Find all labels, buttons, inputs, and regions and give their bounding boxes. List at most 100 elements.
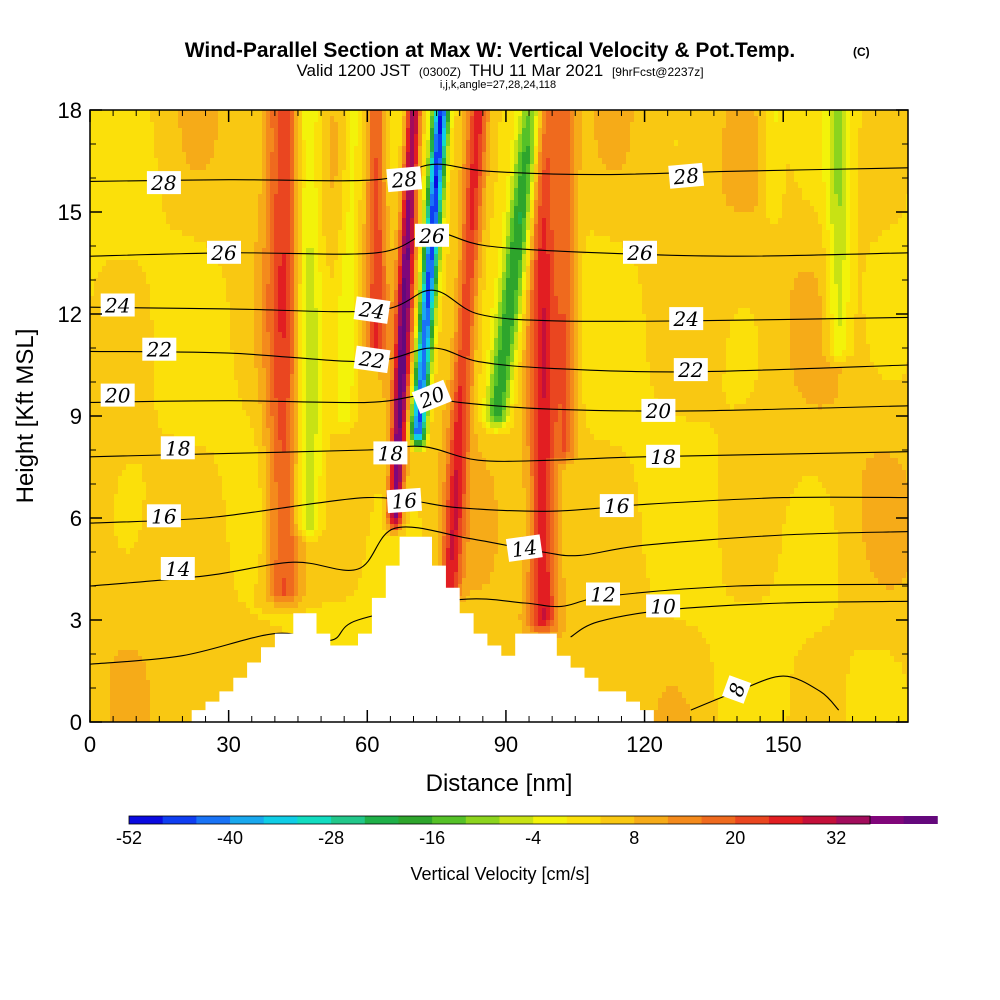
velocity-cell xyxy=(170,212,175,219)
velocity-cell xyxy=(198,188,203,195)
velocity-cell xyxy=(650,236,655,243)
velocity-cell xyxy=(374,122,379,129)
velocity-cell xyxy=(746,140,751,147)
velocity-cell xyxy=(874,242,879,249)
velocity-cell xyxy=(626,164,631,171)
velocity-cell xyxy=(290,170,295,177)
velocity-cell xyxy=(174,254,179,261)
velocity-cell xyxy=(498,152,503,159)
velocity-cell xyxy=(862,176,867,183)
velocity-cell xyxy=(802,158,807,165)
velocity-cell xyxy=(270,140,275,147)
velocity-cell xyxy=(138,218,143,225)
velocity-cell xyxy=(838,158,843,165)
velocity-cell xyxy=(714,230,719,237)
velocity-cell xyxy=(858,230,863,237)
velocity-cell xyxy=(274,140,279,147)
velocity-cell xyxy=(658,182,663,189)
velocity-cell xyxy=(842,170,847,177)
velocity-cell xyxy=(682,224,687,231)
velocity-cell xyxy=(578,242,583,249)
velocity-cell xyxy=(630,122,635,129)
velocity-cell xyxy=(222,164,227,171)
velocity-cell xyxy=(242,170,247,177)
velocity-cell xyxy=(850,230,855,237)
velocity-cell xyxy=(818,170,823,177)
velocity-cell xyxy=(686,152,691,159)
velocity-cell xyxy=(874,170,879,177)
velocity-cell xyxy=(830,116,835,123)
velocity-cell xyxy=(618,188,623,195)
velocity-cell xyxy=(442,176,447,183)
velocity-cell xyxy=(474,152,479,159)
velocity-cell xyxy=(702,134,707,141)
velocity-cell xyxy=(94,254,99,261)
velocity-cell xyxy=(574,158,579,165)
velocity-cell xyxy=(754,236,759,243)
velocity-cell xyxy=(622,212,627,219)
velocity-cell xyxy=(858,200,863,207)
velocity-cell xyxy=(314,122,319,129)
velocity-cell xyxy=(518,194,523,201)
velocity-cell xyxy=(498,218,503,225)
velocity-cell xyxy=(742,152,747,159)
velocity-cell xyxy=(362,122,367,129)
velocity-cell xyxy=(730,230,735,237)
velocity-cell xyxy=(770,122,775,129)
velocity-cell xyxy=(570,224,575,231)
velocity-cell xyxy=(654,116,659,123)
velocity-cell xyxy=(818,176,823,183)
velocity-cell xyxy=(854,212,859,219)
velocity-cell xyxy=(626,134,631,141)
velocity-cell xyxy=(354,116,359,123)
velocity-cell xyxy=(298,194,303,201)
velocity-cell xyxy=(406,212,411,219)
velocity-cell xyxy=(590,194,595,201)
velocity-cell xyxy=(238,122,243,129)
velocity-cell xyxy=(486,182,491,189)
velocity-cell xyxy=(282,218,287,225)
velocity-cell xyxy=(738,140,743,147)
velocity-cell xyxy=(126,212,131,219)
velocity-cell xyxy=(618,230,623,237)
velocity-cell xyxy=(446,152,451,159)
velocity-cell xyxy=(258,122,263,129)
velocity-cell xyxy=(214,200,219,207)
velocity-cell xyxy=(370,176,375,183)
velocity-cell xyxy=(354,230,359,237)
velocity-cell xyxy=(330,158,335,165)
velocity-cell xyxy=(470,236,475,243)
velocity-cell xyxy=(98,152,103,159)
velocity-cell xyxy=(590,152,595,159)
velocity-cell xyxy=(510,116,515,123)
velocity-cell xyxy=(582,194,587,201)
velocity-cell xyxy=(146,128,151,135)
velocity-cell xyxy=(826,224,831,231)
velocity-cell xyxy=(90,122,95,129)
velocity-cell xyxy=(466,176,471,183)
velocity-cell xyxy=(398,230,403,237)
velocity-cell xyxy=(794,176,799,183)
velocity-cell xyxy=(874,110,879,117)
velocity-cell xyxy=(486,116,491,123)
velocity-cell xyxy=(734,152,739,159)
velocity-cell xyxy=(782,218,787,225)
velocity-cell xyxy=(278,200,283,207)
velocity-cell xyxy=(294,194,299,201)
velocity-cell xyxy=(538,236,543,243)
velocity-cell xyxy=(274,242,279,249)
velocity-cell xyxy=(558,134,563,141)
velocity-cell xyxy=(834,164,839,171)
velocity-cell xyxy=(574,146,579,153)
velocity-cell xyxy=(266,212,271,219)
velocity-cell xyxy=(710,224,715,231)
velocity-cell xyxy=(414,218,419,225)
velocity-cell xyxy=(194,218,199,225)
velocity-cell xyxy=(690,140,695,147)
velocity-cell xyxy=(874,140,879,147)
velocity-cell xyxy=(530,122,535,129)
velocity-cell xyxy=(570,164,575,171)
velocity-cell xyxy=(658,236,663,243)
velocity-cell xyxy=(354,158,359,165)
velocity-cell xyxy=(906,182,908,189)
